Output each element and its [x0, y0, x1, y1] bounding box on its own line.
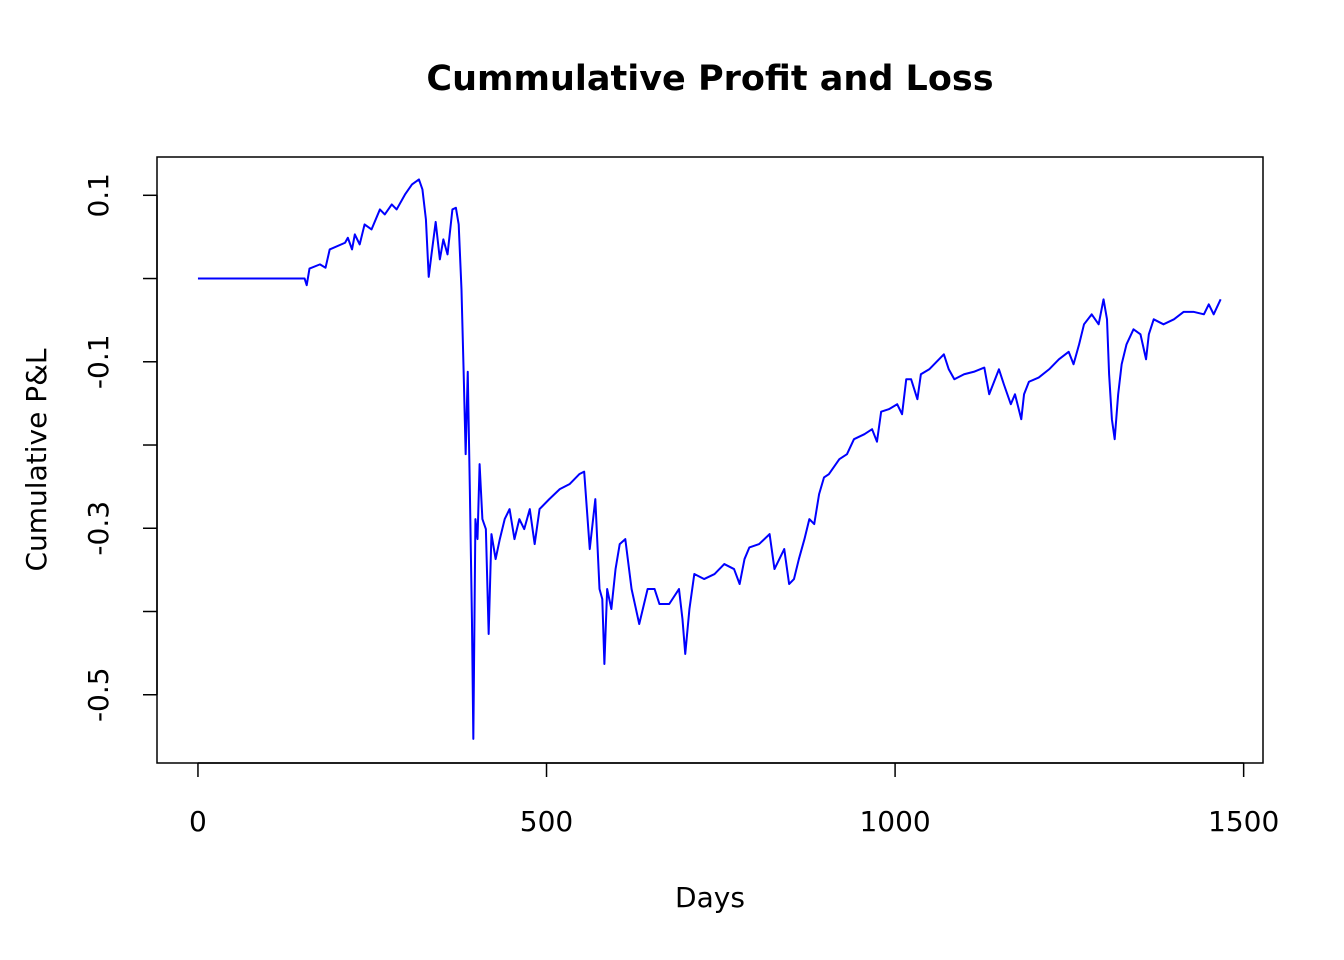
x-tick-label: 1000 — [859, 805, 930, 838]
y-tick-label: 0.1 — [82, 173, 115, 218]
chart-title: Cummulative Profit and Loss — [426, 59, 993, 99]
x-axis-label: Days — [675, 881, 745, 914]
y-tick-label: -0.5 — [82, 667, 115, 722]
plot-frame — [156, 156, 1264, 764]
x-tick-label: 0 — [189, 805, 207, 838]
x-tick-label: 1500 — [1208, 805, 1279, 838]
y-tick-label: -0.3 — [82, 501, 115, 556]
y-tick-label: -0.1 — [82, 334, 115, 389]
x-tick-label: 500 — [520, 805, 573, 838]
pnl-line — [197, 178, 1222, 740]
y-axis-label: Cumulative P&L — [20, 348, 53, 571]
